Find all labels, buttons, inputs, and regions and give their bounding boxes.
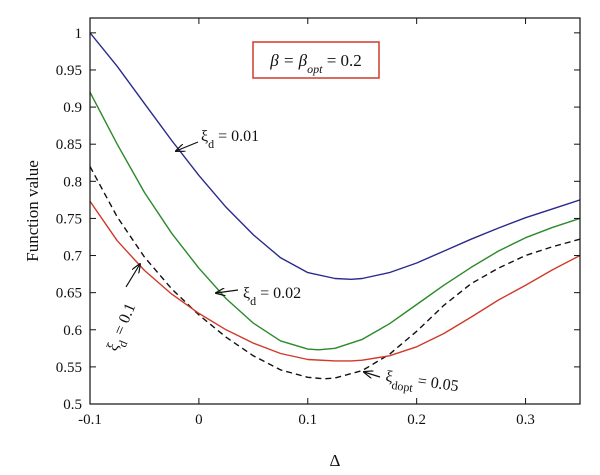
annotation-xi-0.01: ξd = 0.01	[176, 128, 259, 151]
series-line-1	[90, 91, 580, 351]
y-tick-label: 0.85	[56, 137, 82, 153]
annotation-label: ξd = 0.01	[201, 128, 259, 151]
annotation-xi-0.1: ξd = 0.1	[104, 264, 145, 356]
series-line-2	[90, 166, 580, 380]
x-tick-label: 0.3	[516, 412, 535, 428]
x-tick-label: 0.1	[298, 412, 317, 428]
annotation-arrow	[176, 141, 199, 151]
y-tick-label: 0.7	[63, 249, 82, 265]
x-tick-label: 0.2	[407, 412, 426, 428]
y-tick-label: 0.65	[56, 286, 82, 302]
annotation-label: ξd = 0.02	[243, 285, 301, 308]
x-tick-label: 0	[195, 412, 203, 428]
annotation-arrow	[125, 264, 140, 288]
plot-frame	[89, 17, 581, 405]
parameter-box-label: β = βopt = 0.2	[269, 51, 362, 76]
annotation-arrow	[364, 372, 381, 377]
y-tick-label: 0.8	[63, 174, 82, 190]
y-axis-label: Function value	[23, 160, 42, 262]
parameter-box-border	[252, 41, 380, 79]
y-tick-label: 0.5	[63, 397, 82, 413]
x-axis-label: Δ	[330, 451, 341, 470]
y-tick-label: 0.75	[56, 211, 82, 227]
annotation-arrow	[216, 290, 239, 293]
y-tick-label: 0.55	[56, 360, 82, 376]
x-tick-label: -0.1	[78, 412, 102, 428]
annotation-xi-dopt-0.05: ξdopt = 0.05	[364, 368, 460, 401]
y-tick-label: 0.6	[63, 323, 82, 339]
y-tick-label: 1	[75, 26, 83, 42]
series-layer	[90, 32, 580, 380]
annotation-xi-0.02: ξd = 0.02	[216, 285, 301, 308]
series-line-3	[90, 200, 580, 362]
annotation-label: ξd = 0.1	[104, 301, 145, 356]
ticks-layer: -0.1 0 0.1 0.2 0.3 0.5 0.55 0.6 0.65 0.7 0.75 0.8 0.…	[56, 18, 580, 428]
y-tick-label: 0.9	[63, 100, 82, 116]
y-tick-label: 0.95	[56, 63, 82, 79]
annotation-label: ξdopt = 0.05	[384, 368, 460, 401]
parameter-box: β = βopt = 0.2	[252, 41, 380, 79]
